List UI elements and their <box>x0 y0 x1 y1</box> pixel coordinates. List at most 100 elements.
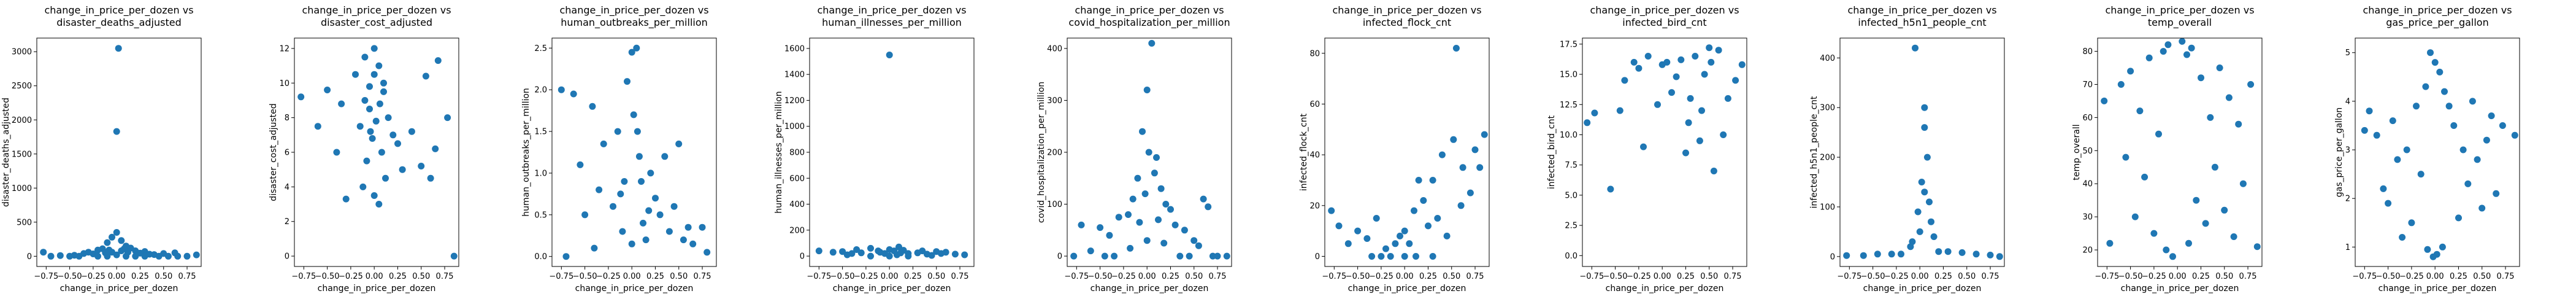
y-tick-label: 1400 <box>784 71 805 80</box>
data-point <box>2145 54 2153 61</box>
y-tick-label: 1 <box>2345 243 2350 252</box>
x-axis-label: change_in_price_per_dozen <box>318 284 436 293</box>
data-point <box>1143 237 1151 244</box>
y-tick-label: 2000 <box>12 116 32 125</box>
y-tick-label: 300 <box>1820 104 1835 113</box>
x-tick-label: 0.25 <box>2192 272 2210 281</box>
data-point <box>1087 247 1094 255</box>
data-point <box>2474 156 2481 163</box>
plot-frame <box>2097 37 2263 267</box>
data-point <box>905 252 912 260</box>
y-axis-label: human_outbreaks_per_million <box>521 88 531 217</box>
data-point <box>1438 151 1446 158</box>
data-point <box>829 249 837 256</box>
y-tick-label: 0 <box>800 252 805 262</box>
data-point <box>1696 137 1703 144</box>
x-axis-label: change_in_price_per_dozen <box>60 284 178 293</box>
subplot: change_in_price_per_dozen vsgas_price_pe… <box>2334 4 2520 293</box>
data-point <box>1167 206 1174 213</box>
data-point <box>2122 154 2129 161</box>
data-point <box>1397 232 1403 239</box>
data-point <box>1443 232 1451 239</box>
data-point <box>1162 201 1170 208</box>
x-axis-label: change_in_price_per_dozen <box>1348 284 1466 293</box>
data-point <box>614 128 621 135</box>
scatter-points <box>1843 44 2003 260</box>
y-axis-label: disaster_deaths_adjusted <box>1 98 11 207</box>
x-tick-label: −0.25 <box>1627 272 1651 281</box>
data-point <box>1186 252 1193 260</box>
data-point <box>867 244 874 252</box>
x-tick-label: −0.75 <box>549 272 573 281</box>
data-point <box>444 114 451 122</box>
y-tick-label: 30 <box>2082 213 2093 222</box>
data-point <box>356 123 364 130</box>
data-point <box>2478 204 2486 212</box>
data-point <box>56 252 64 259</box>
subplot: change_in_price_per_dozen vscovid_hospit… <box>1037 4 1232 293</box>
data-point <box>1912 44 1919 52</box>
data-point <box>1909 238 1916 246</box>
data-point <box>113 229 120 236</box>
data-point <box>342 195 350 203</box>
subplot: change_in_price_per_dozen vsinfected_h5n… <box>1809 4 2005 293</box>
data-point <box>361 53 369 61</box>
data-point <box>422 72 429 80</box>
data-point <box>1668 89 1675 96</box>
y-axis-label: covid_hospitalization_per_million <box>1037 82 1046 223</box>
scatter-points <box>2361 49 2518 260</box>
data-point <box>94 252 101 260</box>
data-point <box>1382 245 1389 252</box>
chart-title: change_in_price_per_dozen vs <box>1590 4 1739 17</box>
data-point <box>418 163 425 169</box>
data-point <box>951 251 959 258</box>
scatter-points <box>40 45 200 260</box>
y-tick-label: 20 <box>1309 201 1320 211</box>
data-point <box>1888 251 1895 258</box>
data-point <box>1654 101 1661 108</box>
data-point <box>1378 253 1385 260</box>
data-point <box>1935 248 1942 255</box>
data-point <box>2399 234 2406 241</box>
x-tick-label: −0.75 <box>34 272 58 281</box>
data-point <box>703 249 711 256</box>
x-axis-label: change_in_price_per_dozen <box>2121 284 2239 293</box>
data-point <box>66 252 74 260</box>
data-point <box>193 251 200 258</box>
data-point <box>155 252 163 260</box>
data-point <box>684 223 692 231</box>
data-point <box>380 88 387 95</box>
x-tick-label: −0.50 <box>315 272 340 281</box>
data-point <box>434 57 442 64</box>
data-point <box>2207 114 2214 121</box>
data-point <box>1111 252 1118 260</box>
data-point <box>1195 242 1202 249</box>
data-point <box>1429 177 1436 184</box>
data-point <box>2459 146 2467 154</box>
x-tick-label: 0.50 <box>1958 272 1976 281</box>
data-point <box>2155 130 2162 138</box>
y-tick-label: 1.5 <box>534 128 547 137</box>
data-point <box>2193 196 2200 204</box>
x-tick-label: 0.25 <box>646 272 664 281</box>
data-point <box>141 252 148 260</box>
data-point <box>591 244 598 252</box>
x-tick-label: 0.50 <box>2215 272 2233 281</box>
x-tick-label: 0.00 <box>2426 272 2444 281</box>
chart-title: gas_price_per_gallon <box>2386 17 2488 29</box>
chart-title: human_outbreaks_per_million <box>561 17 708 29</box>
data-point <box>1701 71 1708 78</box>
data-point <box>2253 243 2261 251</box>
x-axis-label: change_in_price_per_dozen <box>1091 284 1209 293</box>
data-point <box>1921 124 1928 131</box>
data-point <box>2141 173 2149 181</box>
data-point <box>164 252 172 260</box>
y-tick-label: 2.5 <box>1565 222 1577 231</box>
data-point <box>642 236 650 244</box>
data-point <box>589 103 596 110</box>
data-point <box>1738 61 1746 68</box>
data-point <box>380 79 387 87</box>
x-tick-label: −0.75 <box>2095 272 2119 281</box>
data-point <box>596 186 603 193</box>
data-point <box>1139 128 1146 135</box>
